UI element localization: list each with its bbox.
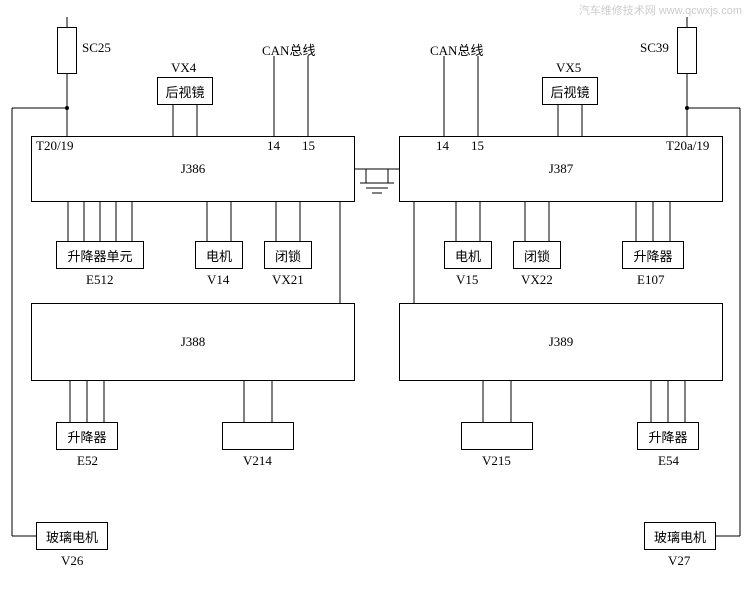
module-j388: J388	[31, 303, 355, 381]
module-j389-label: J389	[549, 334, 574, 350]
fuse-sc39	[677, 27, 697, 74]
pin-j387-15: 15	[471, 138, 484, 154]
box-vx22: 闭锁	[513, 241, 561, 269]
box-e107: 升降器	[622, 241, 684, 269]
label-e107: E107	[637, 272, 664, 288]
label-can-left: CAN总线	[262, 40, 315, 59]
pin-j386-14: 14	[267, 138, 280, 154]
label-sc39: SC39	[640, 40, 669, 56]
label-v26: V26	[61, 553, 83, 569]
box-v14: 电机	[195, 241, 243, 269]
label-vx21: VX21	[272, 272, 304, 288]
label-e512: E512	[86, 272, 113, 288]
pin-j386-15: 15	[302, 138, 315, 154]
mirror-left-box: 后视镜	[157, 77, 213, 105]
pin-t20-19: T20/19	[36, 138, 74, 154]
box-v15: 电机	[444, 241, 492, 269]
label-v27: V27	[668, 553, 690, 569]
box-v214	[222, 422, 294, 450]
box-v215	[461, 422, 533, 450]
label-can-right: CAN总线	[430, 40, 483, 59]
box-v26: 玻璃电机	[36, 522, 108, 550]
module-j389: J389	[399, 303, 723, 381]
mirror-right-box: 后视镜	[542, 77, 598, 105]
module-j388-label: J388	[181, 334, 206, 350]
label-vx5: VX5	[556, 60, 581, 76]
label-v15: V15	[456, 272, 478, 288]
label-vx22: VX22	[521, 272, 553, 288]
label-v214: V214	[243, 453, 272, 469]
label-sc25: SC25	[82, 40, 111, 56]
label-v215: V215	[482, 453, 511, 469]
label-vx4: VX4	[171, 60, 196, 76]
box-e54: 升降器	[637, 422, 699, 450]
wiring-diagram-lines	[0, 0, 748, 597]
label-v14: V14	[207, 272, 229, 288]
module-j386-label: J386	[181, 161, 206, 177]
fuse-sc25	[57, 27, 77, 74]
label-e52: E52	[77, 453, 98, 469]
box-v27: 玻璃电机	[644, 522, 716, 550]
pin-t20a-19: T20a/19	[666, 138, 709, 154]
module-j387-label: J387	[549, 161, 574, 177]
label-e54: E54	[658, 453, 679, 469]
watermark-text: 汽车维修技术网 www.qcwxjs.com	[579, 2, 742, 18]
box-vx21: 闭锁	[264, 241, 312, 269]
box-e512: 升降器单元	[56, 241, 144, 269]
pin-j387-14: 14	[436, 138, 449, 154]
box-e52: 升降器	[56, 422, 118, 450]
